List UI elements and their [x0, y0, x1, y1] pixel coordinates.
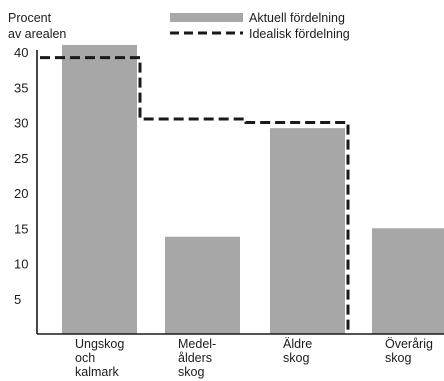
y-tick-label: 10: [14, 257, 28, 272]
x-category-label: Medel-ålders skog: [178, 337, 216, 379]
y-tick-label: 30: [14, 116, 28, 131]
y-axis-title-line: Procent: [8, 11, 52, 25]
ideal-step-line: [40, 56, 350, 334]
y-axis-title: Procent av arealen: [8, 11, 66, 41]
x-category-labels: Ungskog och kalmark Medel-ålders skog Äldre sk…: [75, 337, 433, 379]
y-tick-label: 40: [14, 45, 28, 60]
y-tick-label: 5: [14, 292, 21, 307]
bars: [62, 44, 444, 334]
bar-1: [62, 44, 137, 334]
y-tick-label: 20: [14, 186, 28, 201]
ideal-distribution-line: [40, 56, 350, 334]
x-category-label: Äldre skog: [283, 337, 312, 365]
bar-2: [165, 236, 240, 334]
legend-label-actual: Aktuell fördelning: [249, 11, 345, 25]
y-tick-label: 35: [14, 80, 28, 95]
legend: Aktuell fördelning Idealisk fördelning: [170, 11, 350, 41]
x-category-label: Överårig skog: [385, 337, 433, 365]
y-axis-title-line: av arealen: [8, 27, 66, 41]
axes: [36, 50, 444, 335]
legend-label-ideal: Idealisk fördelning: [249, 27, 350, 41]
y-tick-label: 15: [14, 221, 28, 236]
bar-4: [372, 228, 444, 334]
y-tick-labels: 5 10 15 20 25 30 35 40: [14, 45, 28, 307]
y-tick-label: 25: [14, 151, 28, 166]
x-category-label: Ungskog och kalmark: [75, 337, 124, 379]
bar-3: [270, 128, 345, 334]
legend-swatch-actual: [170, 13, 243, 22]
